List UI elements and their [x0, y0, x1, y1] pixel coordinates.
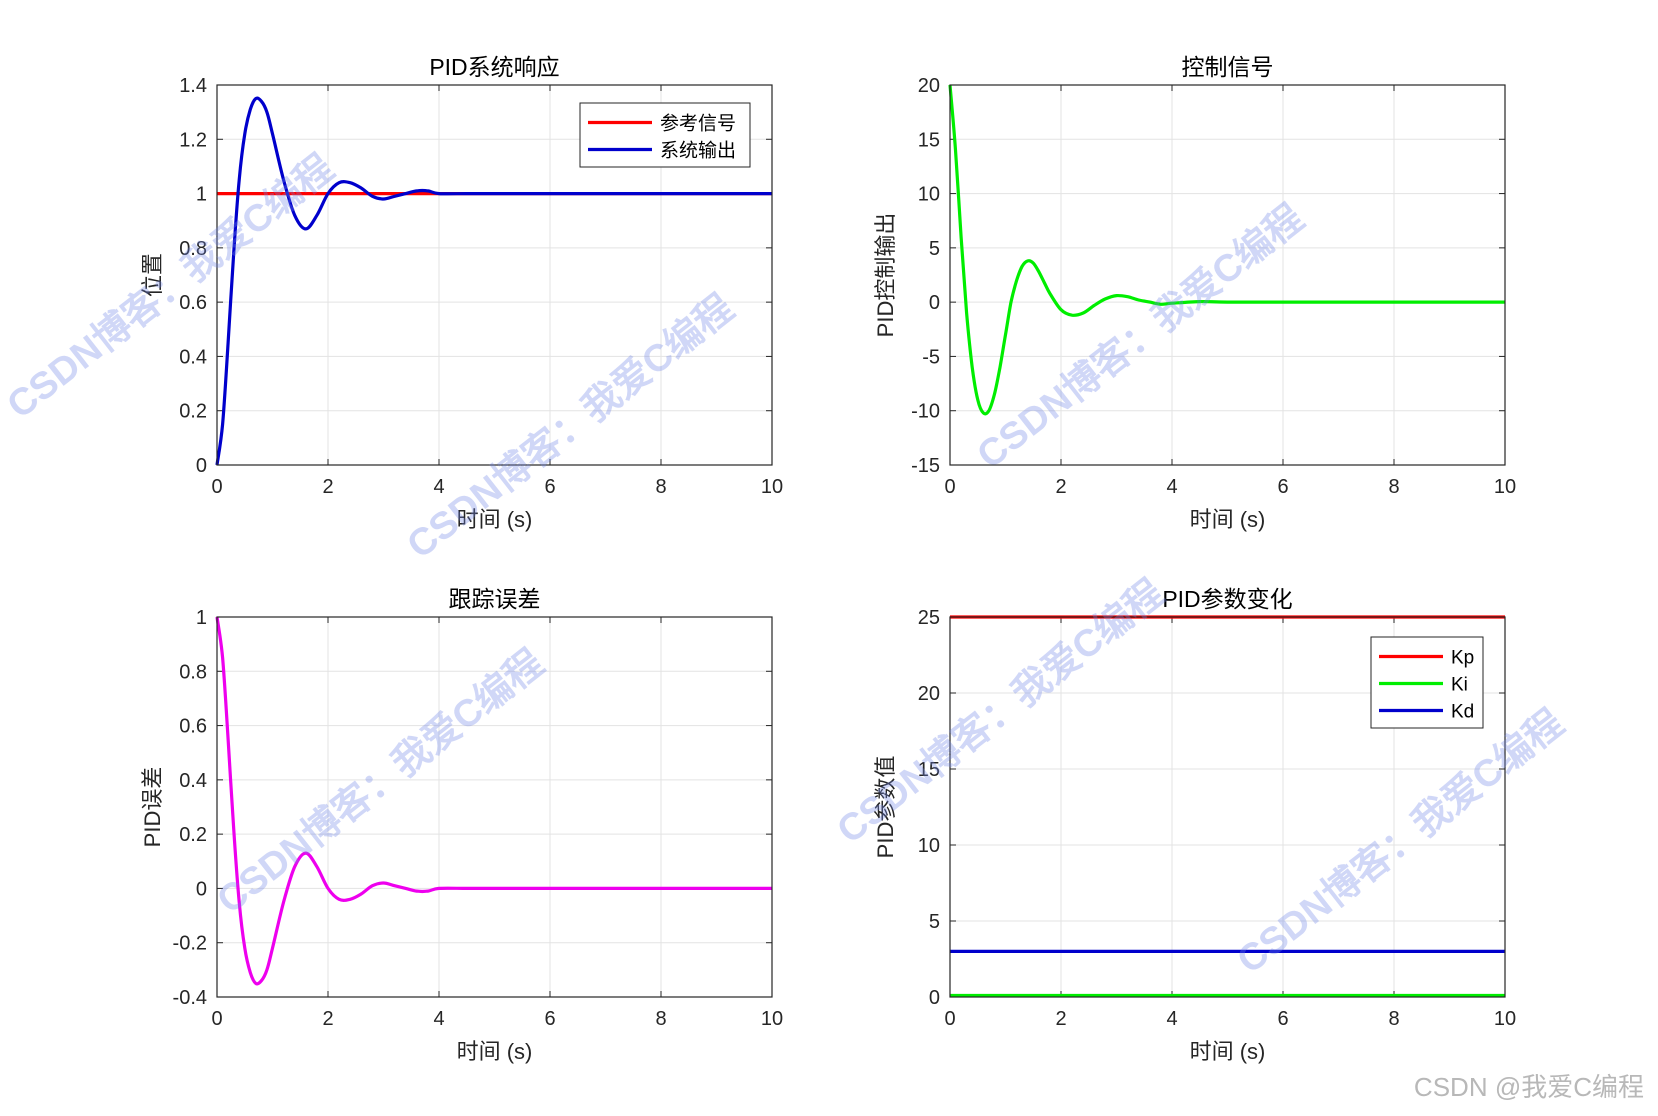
x-tick-label: 4: [433, 1008, 444, 1030]
axes-box: [949, 84, 1506, 466]
y-tick-label: 10: [918, 835, 940, 857]
x-axis-label: 时间 (s): [1190, 1039, 1266, 1064]
x-tick-label: 6: [544, 1008, 555, 1030]
x-axis-label: 时间 (s): [457, 1039, 533, 1064]
y-tick-label: 10: [918, 184, 940, 206]
y-tick-label: 20: [918, 683, 940, 705]
series-line-1: [215, 616, 772, 986]
x-tick-label: 8: [1388, 1008, 1399, 1030]
x-tick-label: 2: [322, 1008, 333, 1030]
y-tick-label: 0.2: [179, 824, 207, 846]
axes-box: [949, 616, 1506, 998]
y-tick-label: 1: [196, 607, 207, 629]
x-tick-label: 4: [1166, 476, 1177, 498]
y-tick-label: 1.4: [179, 75, 207, 97]
y-tick-label: 0.8: [179, 238, 207, 260]
y-tick-label: -15: [911, 455, 940, 477]
y-axis-label: PID误差: [140, 767, 165, 848]
y-tick-label: 0.2: [179, 401, 207, 423]
y-tick-label: 25: [918, 607, 940, 629]
x-tick-label: 6: [544, 476, 555, 498]
x-tick-label: 2: [322, 476, 333, 498]
y-tick-label: 0: [196, 455, 207, 477]
x-tick-label: 6: [1277, 1008, 1288, 1030]
y-tick-label: 1.2: [179, 129, 207, 151]
credit-text: CSDN @我爱C编程: [1413, 1072, 1644, 1102]
y-tick-label: 0.4: [179, 770, 207, 792]
y-tick-label: 15: [918, 759, 940, 781]
x-tick-label: 10: [1494, 476, 1516, 498]
x-tick-label: 8: [1388, 476, 1399, 498]
plot-area: [950, 85, 1505, 465]
x-tick-label: 0: [944, 476, 955, 498]
axes-box: [216, 616, 773, 998]
x-tick-label: 2: [1055, 476, 1066, 498]
axes-box: [216, 84, 773, 466]
legend-entry: 系统输出: [660, 140, 736, 162]
y-tick-label: 5: [929, 911, 940, 933]
plot-title: PID参数变化: [1162, 586, 1292, 612]
y-tick-label: 0.8: [179, 661, 207, 683]
x-tick-label: 0: [211, 1008, 222, 1030]
x-tick-label: 0: [944, 1008, 955, 1030]
x-axis-label: 时间 (s): [1190, 507, 1266, 532]
plot-area: [217, 617, 772, 997]
y-tick-label: 20: [918, 75, 940, 97]
x-tick-label: 6: [1277, 476, 1288, 498]
plot-title: PID系统响应: [429, 54, 559, 80]
y-tick-label: 0: [196, 878, 207, 900]
y-tick-label: 5: [929, 238, 940, 260]
y-axis-label: PID参数值: [873, 756, 898, 859]
y-tick-label: -0.4: [173, 987, 207, 1009]
series-line-1: [948, 84, 1505, 416]
x-tick-label: 8: [655, 476, 666, 498]
plot-title: 跟踪误差: [449, 586, 541, 612]
y-tick-label: 0.4: [179, 346, 207, 368]
y-tick-label: 0.6: [179, 716, 207, 738]
y-tick-label: 0: [929, 987, 940, 1009]
series-line-2: [215, 96, 772, 466]
legend-entry: Kp: [1451, 648, 1474, 669]
plot-title: 控制信号: [1182, 54, 1274, 80]
y-tick-label: 0.6: [179, 292, 207, 314]
legend-entry: Ki: [1451, 675, 1468, 696]
x-axis-label: 时间 (s): [457, 507, 533, 532]
y-tick-label: 15: [918, 129, 940, 151]
y-tick-label: 1: [196, 184, 207, 206]
x-tick-label: 4: [1166, 1008, 1177, 1030]
y-tick-label: -5: [922, 346, 940, 368]
y-tick-label: -10: [911, 401, 940, 423]
x-tick-label: 2: [1055, 1008, 1066, 1030]
legend-entry: Kd: [1451, 702, 1474, 723]
y-tick-label: 0: [929, 292, 940, 314]
y-axis-label: PID控制输出: [873, 213, 898, 338]
x-tick-label: 10: [1494, 1008, 1516, 1030]
legend-entry: 参考信号: [660, 113, 736, 135]
legend-box: [579, 102, 751, 168]
y-axis-label: 位置: [140, 253, 165, 297]
x-tick-label: 10: [761, 1008, 783, 1030]
legend: Kp Ki Kd: [1370, 636, 1484, 729]
y-tick-label: -0.2: [173, 933, 207, 955]
x-tick-label: 8: [655, 1008, 666, 1030]
x-tick-label: 4: [433, 476, 444, 498]
x-tick-label: 0: [211, 476, 222, 498]
x-tick-label: 10: [761, 476, 783, 498]
